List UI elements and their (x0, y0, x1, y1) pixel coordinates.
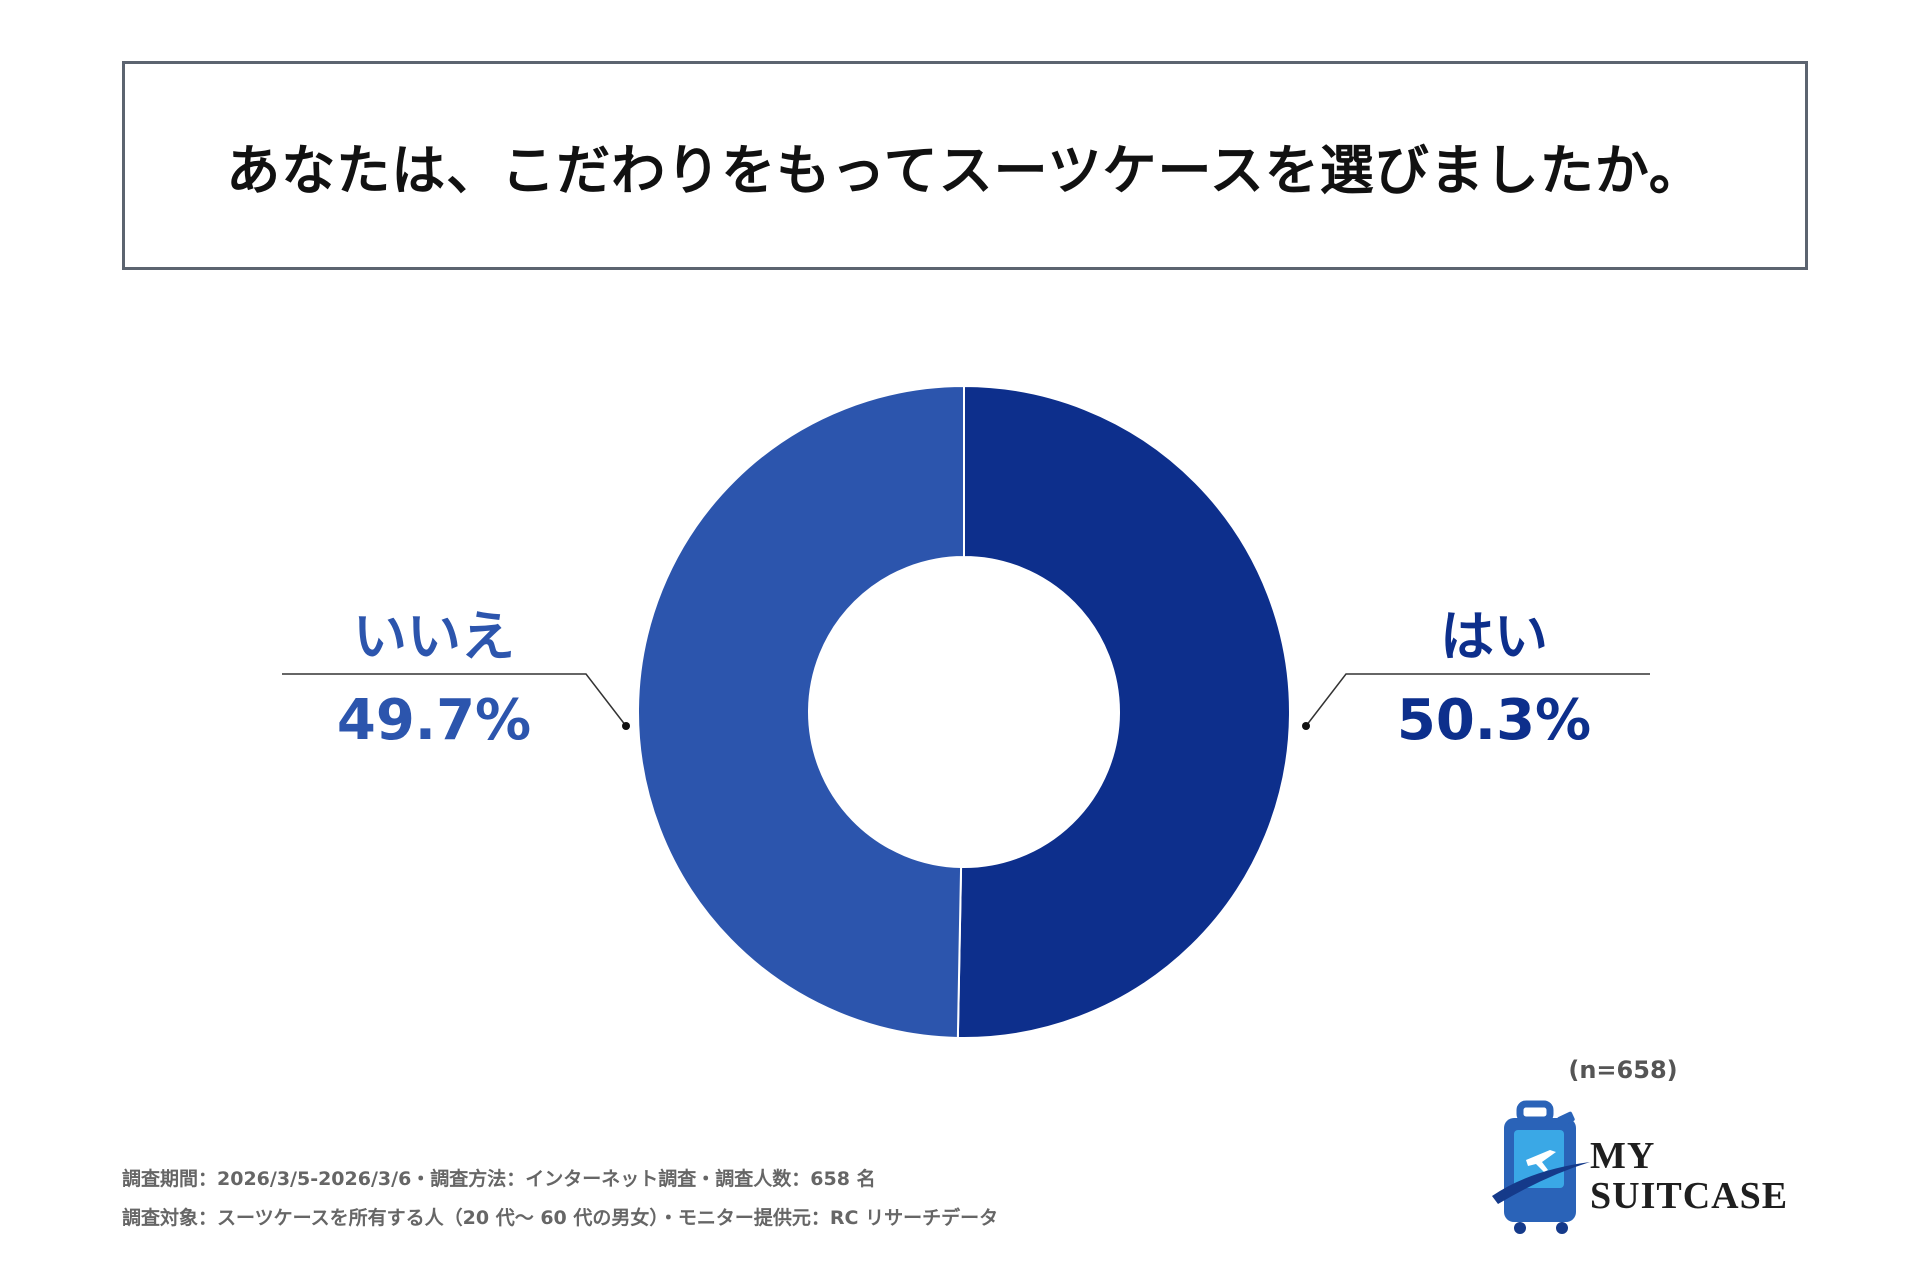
airplane-icon (1526, 1150, 1556, 1172)
hai-leader-dot (1302, 722, 1310, 730)
logo-text-line2: SUITCASE (1590, 1175, 1789, 1217)
value-iie-pct: 49.7% (336, 688, 532, 753)
label-iie-name: いいえ (353, 605, 515, 668)
sample-size: (n=658) (1568, 1056, 1678, 1084)
donut-slice-1 (637, 384, 965, 1039)
logo-text: MY SUITCASE (1590, 1136, 1788, 1216)
hai-leader-line (1305, 673, 1650, 727)
value-hai-pct: 50.3% (1396, 688, 1592, 753)
suitcase-icon (1492, 1100, 1590, 1234)
label-iie: いいえ (304, 592, 564, 671)
donut-slice-0 (956, 384, 1292, 1039)
iie-leader-dot (622, 722, 630, 730)
logo-text-line1: MY (1590, 1135, 1656, 1177)
brand-logo: MY SUITCASE (1490, 1100, 1820, 1240)
title-box: あなたは、こだわりをもってスーツケースを選びましたか。 (122, 61, 1808, 270)
value-hai: 50.3% (1364, 688, 1624, 753)
footnote-survey-period: 調査期間：2026/3/5-2026/3/6・調査方法：インターネット調査・調査… (122, 1168, 876, 1190)
label-hai-name: はい (1440, 605, 1548, 668)
iie-leader-line (282, 673, 627, 727)
chart-title: あなたは、こだわりをもってスーツケースを選びましたか。 (226, 139, 1704, 202)
value-iie: 49.7% (304, 688, 564, 753)
footnote-survey-target: 調査対象：スーツケースを所有する人（20 代～ 60 代の男女）・モニター提供元… (122, 1207, 999, 1229)
label-hai: はい (1364, 592, 1624, 671)
